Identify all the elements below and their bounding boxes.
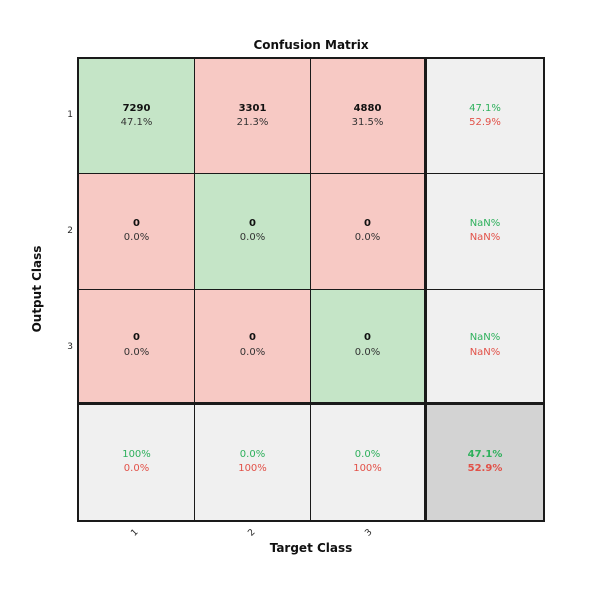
cell-r2c1: 0 0.0% — [79, 174, 195, 290]
col-summary-bad-percent: 0.0% — [123, 463, 150, 475]
cell-count: 0 — [364, 332, 371, 344]
col-summary-2: 0.0% 100% — [195, 404, 311, 520]
overall-accuracy-percent: 47.1% — [467, 448, 503, 460]
cell-count: 0 — [249, 332, 256, 344]
y-tick-2: 2 — [67, 226, 73, 236]
row-summary-2: NaN% NaN% — [427, 174, 543, 290]
cell-count: 0 — [133, 332, 140, 344]
x-tick-3: 3 — [363, 527, 375, 539]
cell-count: 0 — [133, 217, 140, 229]
cell-percent: 0.0% — [123, 232, 150, 244]
cell-r3c1: 0 0.0% — [79, 289, 195, 405]
y-tick-1: 1 — [67, 110, 73, 120]
cell-r1c1: 7290 47.1% — [79, 59, 195, 175]
row-summary-1: 47.1% 52.9% — [427, 59, 543, 175]
cell-percent: 47.1% — [120, 117, 153, 129]
cell-percent: 31.5% — [351, 117, 384, 129]
cell-r2c2: 0 0.0% — [195, 174, 311, 290]
cell-percent: 0.0% — [354, 232, 381, 244]
cell-r3c3: 0 0.0% — [311, 289, 427, 405]
chart-title: Confusion Matrix — [253, 38, 369, 52]
cell-percent: 21.3% — [236, 117, 269, 129]
cell-count: 0 — [249, 217, 256, 229]
cell-percent: 0.0% — [239, 232, 266, 244]
cell-percent: 0.0% — [123, 346, 150, 358]
y-tick-3: 3 — [67, 342, 73, 352]
col-summary-3: 0.0% 100% — [311, 404, 427, 520]
cell-r3c2: 0 0.0% — [195, 289, 311, 405]
col-summary-good-percent: 100% — [122, 448, 151, 460]
cell-count: 4880 — [353, 102, 382, 114]
row-summary-good-percent: NaN% — [469, 332, 501, 344]
cell-count: 0 — [364, 217, 371, 229]
row-summary-bad-percent: 52.9% — [469, 117, 501, 129]
row-summary-good-percent: NaN% — [469, 217, 501, 229]
cell-count: 3301 — [238, 102, 267, 114]
row-summary-good-percent: 47.1% — [469, 102, 501, 114]
cell-r1c3: 4880 31.5% — [311, 59, 427, 175]
col-summary-good-percent: 0.0% — [354, 448, 381, 460]
col-summary-good-percent: 0.0% — [239, 448, 266, 460]
row-summary-bad-percent: NaN% — [469, 346, 501, 358]
col-summary-bad-percent: 100% — [353, 463, 382, 475]
x-tick-2: 2 — [246, 527, 258, 539]
row-summary-3: NaN% NaN% — [427, 289, 543, 405]
cell-r1c2: 3301 21.3% — [195, 59, 311, 175]
x-tick-1: 1 — [129, 527, 141, 539]
overall-error-percent: 52.9% — [467, 463, 503, 475]
cell-percent: 0.0% — [354, 346, 381, 358]
cell-count: 7290 — [122, 102, 151, 114]
confusion-matrix-grid: 7290 47.1% 3301 21.3% 4880 31.5% 47.1% 5… — [77, 57, 545, 522]
row-summary-bad-percent: NaN% — [469, 232, 501, 244]
y-axis-label: Output Class — [30, 245, 44, 333]
col-summary-1: 100% 0.0% — [79, 404, 195, 520]
overall-accuracy-cell: 47.1% 52.9% — [427, 404, 543, 520]
cell-r2c3: 0 0.0% — [311, 174, 427, 290]
col-summary-bad-percent: 100% — [238, 463, 267, 475]
cell-percent: 0.0% — [239, 346, 266, 358]
x-axis-label: Target Class — [269, 541, 353, 555]
